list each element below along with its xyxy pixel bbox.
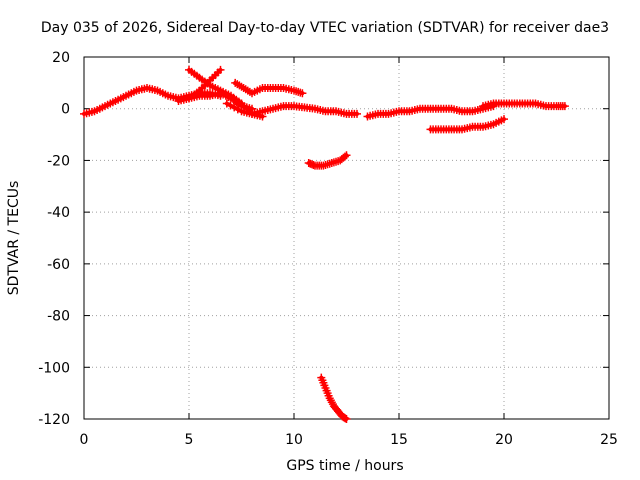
series-arc-j	[317, 373, 351, 423]
x-axis-tick-labels: 0 5 10 15 20 25	[80, 432, 618, 448]
data-point	[226, 101, 235, 110]
series-arc-h	[426, 115, 508, 134]
data-point	[216, 65, 225, 74]
data-point	[342, 415, 351, 423]
y-tick-label: 20	[52, 50, 70, 66]
series-arc-f	[363, 102, 498, 121]
y-tick-label: 0	[61, 102, 70, 118]
x-axis-label: GPS time / hours	[286, 458, 403, 474]
series-arc-c	[185, 65, 225, 103]
series-arc-d	[231, 78, 307, 98]
data-point	[298, 89, 307, 98]
x-tick-label: 25	[600, 432, 618, 448]
axis-ticks	[83, 56, 610, 420]
x-tick-label: 20	[495, 432, 513, 448]
series-arc-i	[304, 151, 351, 170]
x-tick-label: 5	[185, 432, 194, 448]
data-point	[340, 152, 349, 161]
y-tick-label: -20	[47, 153, 70, 169]
x-tick-label: 0	[80, 432, 89, 448]
x-tick-label: 10	[285, 432, 303, 448]
series-arc-g	[479, 99, 569, 111]
y-tick-label: -100	[38, 360, 70, 376]
y-tick-label: -60	[47, 257, 70, 273]
y-tick-label: -40	[47, 205, 70, 221]
y-tick-label: -120	[38, 412, 70, 428]
chart-title: Day 035 of 2026, Sidereal Day-to-day VTE…	[41, 20, 609, 36]
data-point	[233, 105, 242, 114]
data-point	[353, 109, 361, 118]
y-axis-tick-labels: 20 0 -20 -40 -60 -80 -100 -120	[38, 50, 70, 428]
data-point	[560, 102, 569, 111]
x-tick-label: 15	[390, 432, 408, 448]
y-axis-label: SDTVAR / TECUs	[6, 181, 22, 296]
data-series	[80, 65, 569, 423]
series-arc-e	[222, 99, 361, 118]
data-point	[500, 115, 508, 124]
y-tick-label: -80	[47, 309, 70, 325]
data-point	[342, 151, 351, 160]
